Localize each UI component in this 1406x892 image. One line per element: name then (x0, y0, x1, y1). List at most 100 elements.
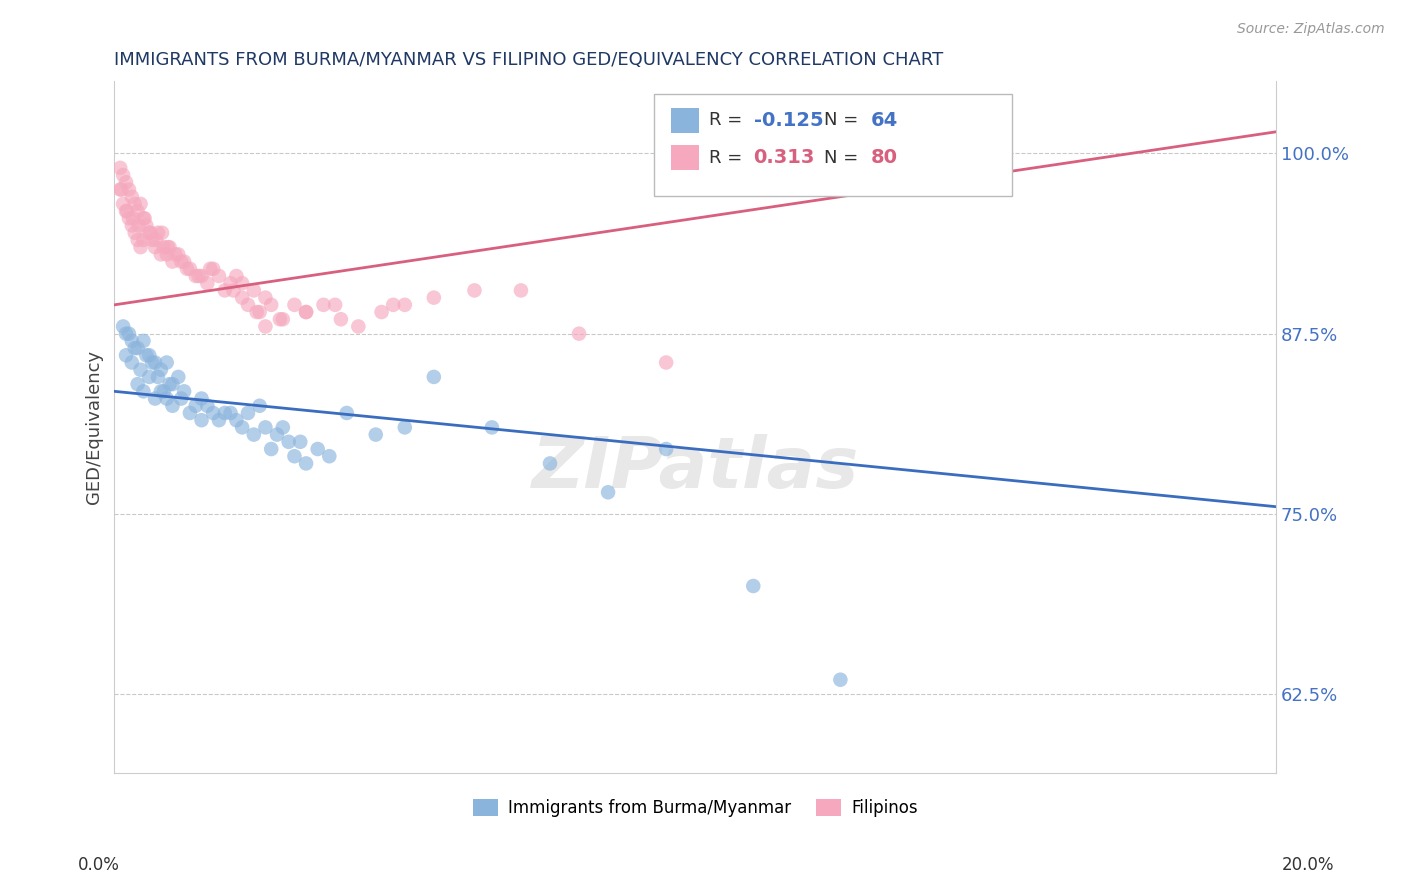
Point (127, 204, 149, 219)
Point (208, 268, 231, 283)
Point (152, 384, 174, 399)
Text: N =: N = (824, 149, 863, 167)
Point (115, 326, 138, 341)
Point (141, 355, 163, 369)
Point (129, 362, 152, 376)
Point (135, 348, 157, 362)
Point (149, 362, 172, 376)
Point (295, 305, 318, 319)
Point (184, 268, 207, 283)
Point (312, 298, 335, 312)
Point (249, 399, 271, 413)
Text: ZIPatlas: ZIPatlas (531, 434, 859, 503)
Point (141, 233, 163, 247)
Point (167, 370, 190, 384)
Point (231, 291, 253, 305)
Point (254, 420, 277, 434)
Point (246, 305, 269, 319)
Point (283, 449, 305, 463)
Text: 20.0%: 20.0% (1281, 856, 1334, 874)
Text: 80: 80 (870, 148, 897, 168)
Point (124, 226, 146, 240)
Point (370, 305, 392, 319)
Point (568, 326, 591, 341)
Text: 64: 64 (870, 111, 897, 130)
Point (596, 485, 619, 500)
Point (382, 298, 405, 312)
Point (208, 413, 231, 427)
Point (115, 204, 138, 219)
Point (202, 406, 225, 420)
Point (176, 261, 198, 276)
Point (112, 319, 135, 334)
Point (156, 392, 179, 406)
Point (254, 291, 277, 305)
Point (156, 247, 179, 261)
Point (132, 334, 155, 348)
Point (170, 254, 193, 268)
Point (138, 348, 160, 362)
Point (236, 406, 259, 420)
Point (165, 247, 187, 261)
Point (159, 240, 181, 254)
Point (323, 298, 346, 312)
Point (481, 420, 503, 434)
Point (121, 334, 143, 348)
Point (150, 226, 173, 240)
Point (655, 355, 678, 369)
Point (128, 219, 150, 233)
Point (195, 399, 218, 413)
Point (336, 406, 359, 420)
Point (423, 291, 446, 305)
Point (190, 268, 212, 283)
Point (394, 298, 416, 312)
Point (135, 219, 157, 233)
Point (269, 312, 291, 326)
Point (190, 413, 212, 427)
Point (329, 312, 352, 326)
Point (138, 226, 160, 240)
Point (129, 197, 152, 211)
Point (214, 406, 236, 420)
Point (283, 298, 305, 312)
Point (195, 276, 218, 290)
Point (110, 161, 132, 175)
Point (112, 168, 135, 182)
Point (162, 377, 184, 392)
Point (145, 233, 167, 247)
Point (124, 197, 146, 211)
Point (200, 261, 222, 276)
Point (173, 254, 195, 268)
Point (110, 182, 132, 196)
Point (423, 370, 446, 384)
Point (266, 427, 288, 442)
Point (243, 427, 266, 442)
Point (110, 182, 132, 196)
Point (156, 355, 179, 369)
Text: R =: R = (709, 149, 748, 167)
Point (236, 298, 259, 312)
Point (307, 442, 329, 456)
Point (271, 312, 294, 326)
Point (214, 284, 236, 298)
Point (146, 226, 169, 240)
Point (830, 673, 852, 687)
Point (115, 175, 138, 189)
Point (149, 384, 172, 399)
Point (655, 442, 678, 456)
Point (364, 427, 387, 442)
Text: -0.125: -0.125 (754, 111, 824, 130)
Text: IMMIGRANTS FROM BURMA/MYANMAR VS FILIPINO GED/EQUIVALENCY CORRELATION CHART: IMMIGRANTS FROM BURMA/MYANMAR VS FILIPIN… (114, 51, 943, 69)
Point (254, 319, 277, 334)
Point (134, 211, 156, 226)
Point (143, 392, 166, 406)
Point (538, 457, 561, 471)
Point (231, 276, 253, 290)
Point (138, 370, 160, 384)
Point (260, 442, 283, 456)
Point (249, 305, 271, 319)
Point (139, 226, 162, 240)
Point (243, 284, 266, 298)
Point (184, 399, 207, 413)
Legend: Immigrants from Burma/Myanmar, Filipinos: Immigrants from Burma/Myanmar, Filipinos (467, 792, 924, 824)
